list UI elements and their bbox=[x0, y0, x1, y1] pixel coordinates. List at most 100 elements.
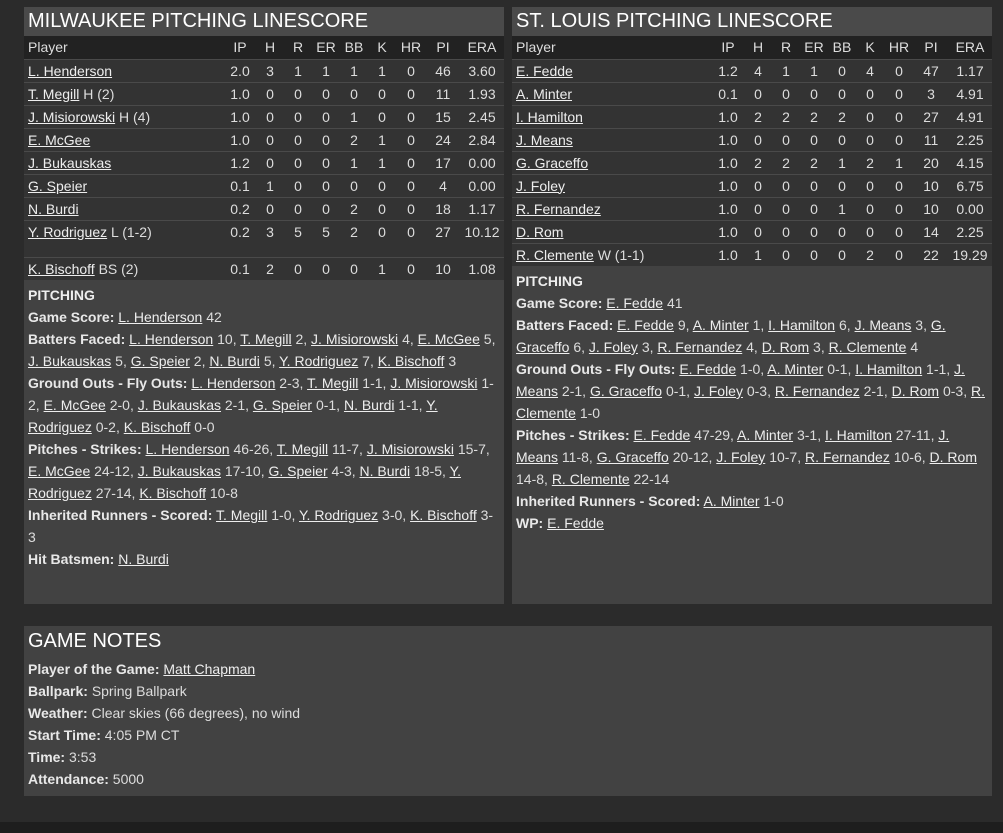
column-header-h[interactable]: H bbox=[256, 36, 284, 59]
player-link[interactable]: I. Hamilton bbox=[855, 361, 923, 377]
player-link[interactable]: L. Henderson bbox=[118, 309, 203, 325]
player-link[interactable]: T. Megill bbox=[216, 507, 268, 523]
player-link[interactable]: I. Hamilton bbox=[768, 317, 836, 333]
player-link[interactable]: A. Minter bbox=[692, 317, 749, 333]
player-link[interactable]: E. Fedde bbox=[679, 361, 737, 377]
column-header-hr[interactable]: HR bbox=[396, 36, 426, 59]
player-link[interactable]: J. Foley bbox=[716, 449, 766, 465]
player-link[interactable]: Y. Rodriguez bbox=[279, 353, 359, 369]
player-link[interactable]: R. Fernandez bbox=[657, 339, 743, 355]
player-link[interactable]: E. Fedde bbox=[633, 427, 691, 443]
player-link[interactable]: N. Burdi bbox=[28, 200, 79, 217]
player-link[interactable]: E. Fedde bbox=[617, 317, 674, 333]
column-header-era[interactable]: ERA bbox=[460, 36, 504, 59]
player-link[interactable]: L. Henderson bbox=[191, 375, 276, 391]
player-link[interactable]: D. Rom bbox=[516, 223, 564, 240]
column-header-player[interactable]: Player bbox=[512, 36, 712, 59]
player-link[interactable]: J. Means bbox=[516, 131, 573, 148]
player-link[interactable]: L. Henderson bbox=[145, 441, 230, 457]
player-link[interactable]: G. Speier bbox=[28, 177, 88, 194]
player-link[interactable]: R. Clemente bbox=[828, 339, 907, 355]
player-link[interactable]: G. Speier bbox=[252, 397, 313, 413]
column-header-bb[interactable]: BB bbox=[828, 36, 856, 59]
column-header-er[interactable]: ER bbox=[312, 36, 340, 59]
player-link[interactable]: R. Fernandez bbox=[805, 449, 890, 465]
player-link[interactable]: G. Graceffo bbox=[516, 154, 589, 171]
player-link[interactable]: E. McGee bbox=[28, 463, 91, 479]
player-link[interactable]: J. Foley bbox=[693, 383, 743, 399]
player-link[interactable]: D. Rom bbox=[891, 383, 940, 399]
player-link[interactable]: J. Bukauskas bbox=[137, 463, 221, 479]
column-header-h[interactable]: H bbox=[744, 36, 772, 59]
player-link[interactable]: K. Bischoff bbox=[139, 485, 206, 501]
player-link[interactable]: N. Burdi bbox=[118, 551, 169, 567]
column-header-pi[interactable]: PI bbox=[426, 36, 460, 59]
player-link[interactable]: E. Fedde bbox=[547, 515, 604, 531]
player-link[interactable]: A. Minter bbox=[737, 427, 794, 443]
column-header-ip[interactable]: IP bbox=[224, 36, 256, 59]
player-link[interactable]: J. Bukauskas bbox=[137, 397, 221, 413]
player-link[interactable]: J. Foley bbox=[516, 177, 566, 194]
player-link[interactable]: J. Misiorowski bbox=[390, 375, 478, 391]
player-link[interactable]: D. Rom bbox=[761, 339, 810, 355]
column-header-k[interactable]: K bbox=[368, 36, 396, 59]
column-header-pi[interactable]: PI bbox=[914, 36, 948, 59]
player-link[interactable]: K. Bischoff bbox=[123, 419, 191, 435]
player-of-game-link[interactable]: Matt Chapman bbox=[163, 661, 256, 677]
player-link[interactable]: A. Minter bbox=[703, 493, 760, 509]
player-link[interactable]: G. Graceffo bbox=[516, 317, 946, 355]
player-link[interactable]: J. Means bbox=[516, 361, 965, 399]
player-link[interactable]: J. Means bbox=[854, 317, 912, 333]
player-link[interactable]: R. Fernandez bbox=[516, 200, 601, 217]
column-header-er[interactable]: ER bbox=[800, 36, 828, 59]
player-link[interactable]: G. Graceffo bbox=[596, 449, 669, 465]
player-link[interactable]: I. Hamilton bbox=[516, 108, 583, 125]
player-link[interactable]: D. Rom bbox=[929, 449, 977, 465]
column-header-k[interactable]: K bbox=[856, 36, 884, 59]
player-link[interactable]: G. Graceffo bbox=[589, 383, 663, 399]
column-header-ip[interactable]: IP bbox=[712, 36, 744, 59]
player-link[interactable]: E. Fedde bbox=[606, 295, 664, 311]
player-link[interactable]: E. McGee bbox=[28, 131, 91, 148]
player-link[interactable]: N. Burdi bbox=[359, 463, 411, 479]
column-header-hr[interactable]: HR bbox=[884, 36, 914, 59]
player-link[interactable]: G. Speier bbox=[130, 353, 190, 369]
player-link[interactable]: T. Megill bbox=[240, 331, 292, 347]
player-link[interactable]: E. McGee bbox=[417, 331, 480, 347]
player-link[interactable]: E. Fedde bbox=[516, 62, 573, 79]
player-link[interactable]: Y. Rodriguez bbox=[28, 463, 461, 501]
player-link[interactable]: J. Misiorowski bbox=[28, 108, 116, 125]
player-link[interactable]: L. Henderson bbox=[129, 331, 214, 347]
column-header-r[interactable]: R bbox=[284, 36, 312, 59]
player-link[interactable]: R. Clemente bbox=[516, 383, 985, 421]
player-link[interactable]: K. Bischoff bbox=[377, 353, 445, 369]
player-link[interactable]: G. Speier bbox=[268, 463, 328, 479]
player-link[interactable]: Y. Rodriguez bbox=[299, 507, 379, 523]
player-link[interactable]: J. Bukauskas bbox=[28, 353, 112, 369]
player-link[interactable]: J. Misiorowski bbox=[366, 441, 454, 457]
player-link[interactable]: K. Bischoff bbox=[410, 507, 477, 523]
player-link[interactable]: K. Bischoff bbox=[28, 260, 95, 277]
player-link[interactable]: L. Henderson bbox=[28, 62, 113, 79]
player-link[interactable]: I. Hamilton bbox=[824, 427, 892, 443]
column-header-r[interactable]: R bbox=[772, 36, 800, 59]
column-header-bb[interactable]: BB bbox=[340, 36, 368, 59]
player-link[interactable]: N. Burdi bbox=[343, 397, 395, 413]
player-link[interactable]: A. Minter bbox=[767, 361, 824, 377]
player-link[interactable]: R. Clemente bbox=[551, 471, 630, 487]
player-link[interactable]: Y. Rodriguez bbox=[28, 397, 438, 435]
column-header-player[interactable]: Player bbox=[24, 36, 224, 59]
column-header-era[interactable]: ERA bbox=[948, 36, 992, 59]
player-link[interactable]: E. McGee bbox=[43, 397, 106, 413]
player-link[interactable]: T. Megill bbox=[276, 441, 329, 457]
player-link[interactable]: R. Clemente bbox=[516, 246, 594, 263]
player-link[interactable]: Y. Rodriguez bbox=[28, 223, 108, 240]
player-link[interactable]: N. Burdi bbox=[209, 353, 260, 369]
player-link[interactable]: J. Bukauskas bbox=[28, 154, 112, 171]
player-link[interactable]: T. Megill bbox=[28, 85, 80, 102]
player-link[interactable]: J. Means bbox=[516, 427, 950, 465]
player-link[interactable]: J. Foley bbox=[588, 339, 638, 355]
player-link[interactable]: J. Misiorowski bbox=[311, 331, 399, 347]
player-link[interactable]: A. Minter bbox=[516, 85, 573, 102]
player-link[interactable]: R. Fernandez bbox=[774, 383, 860, 399]
